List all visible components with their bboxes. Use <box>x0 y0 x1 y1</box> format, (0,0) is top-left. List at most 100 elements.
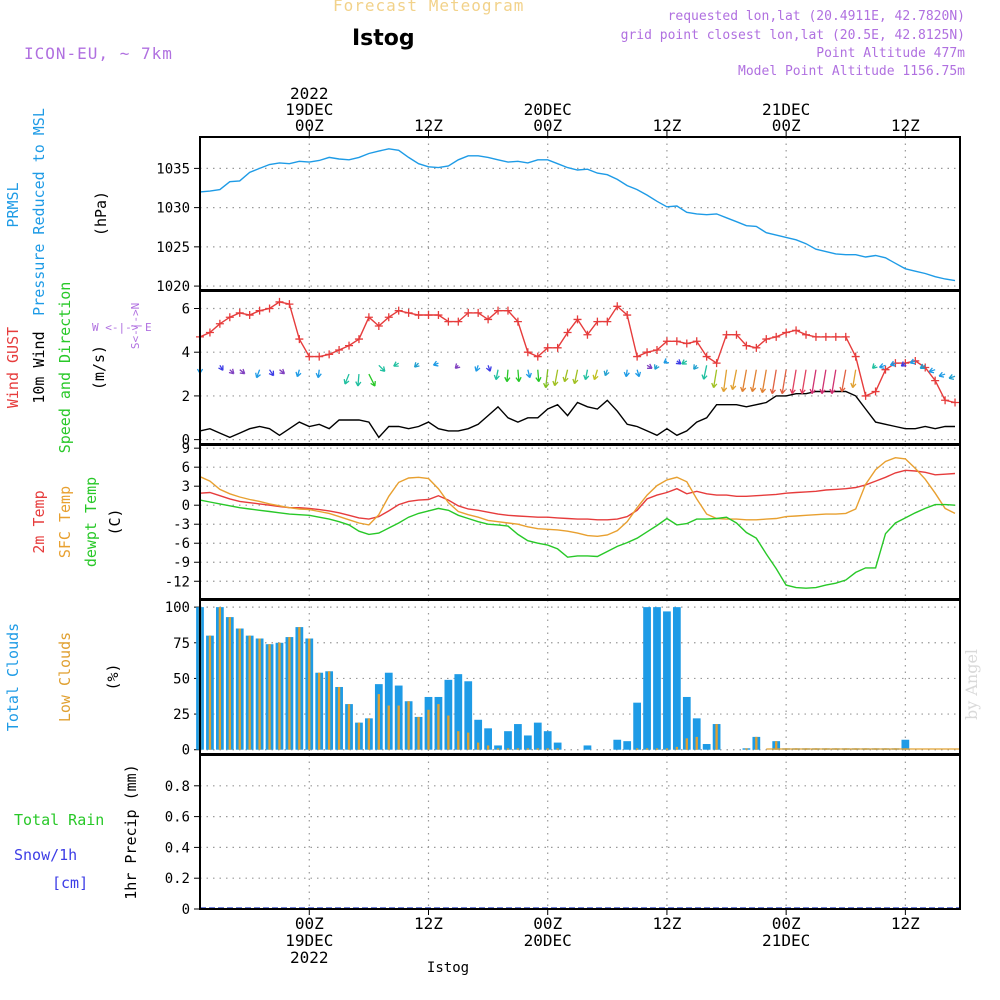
wind-arrow <box>562 369 569 383</box>
low-cloud-bar <box>447 715 450 750</box>
wind-arrow <box>889 360 896 367</box>
low-cloud-bar <box>397 705 400 750</box>
clouds-label: Total Clouds <box>4 623 22 731</box>
precip-ytick-label: 0.2 <box>165 871 190 887</box>
total-cloud-bar <box>474 719 483 750</box>
wind-arrow <box>279 368 286 375</box>
gust-marker <box>474 308 483 317</box>
low-cloud-bar <box>337 686 341 750</box>
gust-marker <box>643 348 652 357</box>
dewpoint-line <box>199 499 956 589</box>
total-cloud-bar <box>454 674 463 750</box>
wind-arrow <box>646 363 653 369</box>
wind-arrow <box>711 369 718 389</box>
clouds-ytick-label: 25 <box>173 707 190 723</box>
total-cloud-bar <box>533 722 542 750</box>
wind-arrow <box>413 362 420 368</box>
total-cloud-bar <box>672 607 681 750</box>
temperature-label: 2m Temp <box>30 490 48 553</box>
bottom-time-label: 00Z <box>533 914 562 933</box>
temperature-panel: -12 -9 -6 -3 0 3 6 9 2m Temp SFC Temp dewpt Temp (C… <box>30 441 961 600</box>
gust-marker <box>841 332 850 341</box>
wind-arrow <box>543 369 550 389</box>
pressure-ytick-label: 1020 <box>156 279 190 295</box>
wind-arrow <box>740 369 748 393</box>
low-cloud-bar <box>258 638 261 750</box>
low-cloud-bar <box>308 638 311 750</box>
wind-arrow <box>938 371 946 378</box>
wind-arrow <box>829 369 837 395</box>
low-cloud-bar <box>407 701 410 750</box>
gust-marker <box>633 352 642 361</box>
low-cloud-bar <box>427 709 430 750</box>
gust-marker <box>672 337 681 346</box>
gust-marker <box>215 319 224 328</box>
low-cloud-bar <box>526 748 530 750</box>
wind-arrow <box>218 364 224 371</box>
wind-arrow <box>603 369 610 377</box>
wind-arrow <box>504 369 511 383</box>
precip-axis-label: 1hr Precip (mm) <box>122 764 140 899</box>
gust-marker <box>454 317 463 326</box>
temperature-label: (C) <box>106 508 124 535</box>
gust-marker <box>354 335 363 344</box>
wind-arrow <box>239 368 246 375</box>
gust-marker <box>464 308 473 317</box>
bottom-time-label: 2022 <box>290 948 329 967</box>
low-cloud-bar <box>377 694 380 750</box>
station-name: Istog <box>352 26 415 51</box>
gust-marker <box>235 308 244 317</box>
wind-arrow <box>572 369 579 385</box>
top-time-label: 20DEC <box>524 100 572 119</box>
low-cloud-bar <box>655 748 659 750</box>
low-cloud-bar <box>665 748 669 750</box>
compass-we: W <-|-> E <box>92 321 152 334</box>
wind-arrow <box>928 367 936 374</box>
low-cloud-bar <box>496 748 500 750</box>
gust-marker <box>861 391 870 400</box>
wind-arrow <box>295 369 302 378</box>
gust-marker <box>792 326 801 335</box>
low-cloud-bar <box>745 748 748 750</box>
wind-arrow <box>720 369 728 393</box>
gust-marker <box>444 317 453 326</box>
gust-marker <box>613 302 622 311</box>
wind-arrow <box>268 369 275 377</box>
low-cloud-bar <box>536 748 539 750</box>
gust-marker <box>802 330 811 339</box>
gust-marker <box>871 387 880 396</box>
total-cloud-bar <box>484 728 492 750</box>
wind-frame <box>199 290 961 445</box>
snow-unit: [cm] <box>52 874 88 892</box>
wind-arrow <box>635 369 642 378</box>
gust-marker <box>831 332 840 341</box>
temperature-ytick-label: 6 <box>182 460 190 476</box>
gust-marker <box>553 343 562 352</box>
wind-arrow <box>228 368 235 375</box>
low-cloud-bar <box>457 731 460 750</box>
point-altitude: Point Altitude 477m <box>816 46 965 61</box>
wind-arrow <box>368 373 376 387</box>
bottom-time-label: 19DEC <box>285 931 333 950</box>
pressure-frame <box>199 136 961 291</box>
clouds-ytick-label: 75 <box>173 636 190 652</box>
bottom-time-label: 12Z <box>652 914 681 933</box>
low-cloud-bar <box>417 716 420 750</box>
wind-arrow <box>730 369 738 391</box>
gust-marker <box>255 306 264 315</box>
pressure-ytick-label: 1030 <box>156 201 190 217</box>
wind-arrow <box>485 365 492 372</box>
gust-marker <box>335 346 344 355</box>
bottom-time-label: 00Z <box>772 914 801 933</box>
gust-marker <box>245 311 254 320</box>
gust-marker <box>315 352 324 361</box>
wind-arrow <box>878 363 886 370</box>
gust-marker <box>394 306 403 315</box>
wind-arrow <box>343 373 350 385</box>
low-cloud-bar <box>347 704 351 750</box>
top-time-label: 00Z <box>533 116 562 135</box>
low-cloud-bar <box>506 748 510 750</box>
gust-marker <box>702 352 711 361</box>
gust-marker <box>404 308 413 317</box>
wind-arrow <box>681 359 688 365</box>
